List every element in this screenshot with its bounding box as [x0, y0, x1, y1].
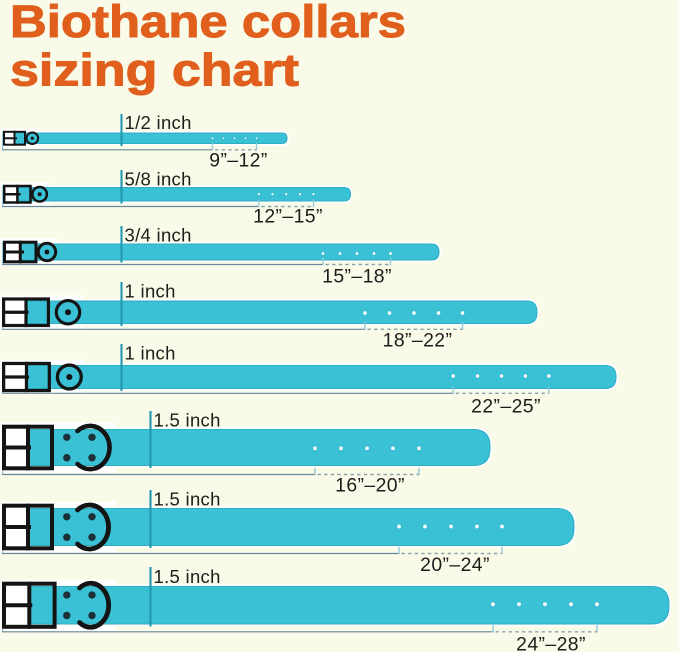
svg-text:9”–12”: 9”–12” — [209, 150, 267, 172]
svg-text:Biothane collars: Biothane collars — [10, 0, 406, 47]
svg-text:3/4 inch: 3/4 inch — [125, 225, 192, 246]
svg-text:1/2 inch: 1/2 inch — [125, 112, 192, 133]
svg-text:16”–20”: 16”–20” — [335, 475, 405, 497]
svg-text:15”–18”: 15”–18” — [322, 266, 392, 288]
svg-text:24”–28”: 24”–28” — [516, 634, 586, 652]
svg-text:1.5 inch: 1.5 inch — [154, 489, 221, 510]
svg-text:1 inch: 1 inch — [125, 281, 176, 302]
svg-text:1.5 inch: 1.5 inch — [154, 410, 221, 431]
svg-text:18”–22”: 18”–22” — [383, 330, 453, 352]
svg-text:22”–25”: 22”–25” — [471, 396, 541, 418]
svg-text:1 inch: 1 inch — [125, 343, 176, 364]
svg-text:1.5 inch: 1.5 inch — [154, 566, 221, 587]
svg-text:sizing chart: sizing chart — [10, 45, 299, 96]
svg-text:5/8 inch: 5/8 inch — [125, 169, 192, 190]
svg-text:20”–24”: 20”–24” — [420, 554, 490, 576]
svg-text:12”–15”: 12”–15” — [253, 206, 323, 228]
